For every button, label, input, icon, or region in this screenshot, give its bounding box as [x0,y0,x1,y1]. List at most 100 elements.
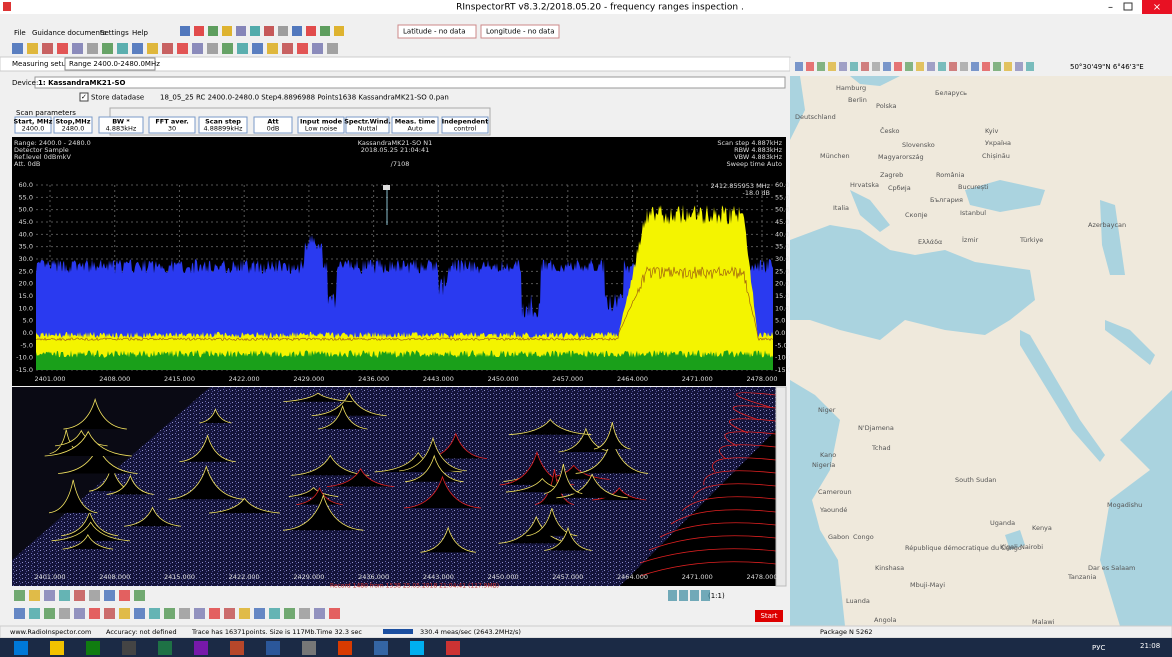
toolbar-icon[interactable] [267,43,278,54]
toolbar-icon[interactable] [132,43,143,54]
taskbar-icon[interactable] [302,641,316,655]
tool-icon[interactable] [269,608,280,619]
map-tool[interactable] [806,62,814,71]
toolbar-icon[interactable] [250,26,260,36]
scrollbar[interactable] [776,387,786,586]
taskbar-icon[interactable] [50,641,64,655]
tool-icon[interactable] [284,608,295,619]
map-tool[interactable] [817,62,825,71]
toolbar-icon[interactable] [312,43,323,54]
tool-icon[interactable] [119,608,130,619]
toolbar-icon[interactable] [297,43,308,54]
minimize[interactable]: – [1108,2,1113,13]
toolbar-icon[interactable] [282,43,293,54]
tool-icon[interactable] [194,608,205,619]
toolbar-icon[interactable] [194,26,204,36]
toolbar-icon[interactable] [162,43,173,54]
toolbar-icon[interactable] [42,43,53,54]
tool-icon[interactable] [314,608,325,619]
toolbar-icon[interactable] [177,43,188,54]
tool-icon[interactable] [224,608,235,619]
tool-icon[interactable] [239,608,250,619]
tool-icon[interactable] [104,590,115,601]
device-combo[interactable] [35,77,785,88]
taskbar-icon[interactable] [194,641,208,655]
toolbar-icon[interactable] [252,43,263,54]
tool-icon[interactable] [89,608,100,619]
tab[interactable]: Measuring setup [12,60,71,68]
map-tool[interactable] [982,62,990,71]
menu-item[interactable]: Settings [100,29,129,37]
toolbar-icon[interactable] [236,26,246,36]
taskbar-icon[interactable] [338,641,352,655]
tool-icon[interactable] [74,590,85,601]
menu-item[interactable]: File [14,29,26,37]
tab[interactable]: Range 2400.0-2480.0MHz [69,60,160,68]
toolbar-icon[interactable] [222,43,233,54]
toolbar-icon[interactable] [147,43,158,54]
taskbar-icon[interactable] [446,641,460,655]
toolbar-icon[interactable] [222,26,232,36]
map-tool[interactable] [883,62,891,71]
tool-icon[interactable] [29,590,40,601]
tool-icon[interactable] [164,608,175,619]
toolbar-icon[interactable] [278,26,288,36]
tool-icon[interactable] [299,608,310,619]
toolbar-icon[interactable] [180,26,190,36]
toolbar-icon[interactable] [237,43,248,54]
toolbar-icon[interactable] [334,26,344,36]
toolbar-icon[interactable] [306,26,316,36]
map-tool[interactable] [1026,62,1034,71]
taskbar-icon[interactable] [86,641,100,655]
taskbar-icon[interactable] [122,641,136,655]
map-tool[interactable] [861,62,869,71]
map-tool[interactable] [971,62,979,71]
toolbar-icon[interactable] [264,26,274,36]
menu-item[interactable]: Help [132,29,149,37]
tool-icon[interactable] [59,608,70,619]
tool-icon[interactable] [104,608,115,619]
play-icon[interactable] [679,590,688,601]
map-tool[interactable] [1004,62,1012,71]
toolbar-icon[interactable] [320,26,330,36]
tool-icon[interactable] [179,608,190,619]
toolbar-icon[interactable] [192,43,203,54]
tool-icon[interactable] [134,590,145,601]
map-tool[interactable] [828,62,836,71]
toolbar-icon[interactable] [12,43,23,54]
tool-icon[interactable] [329,608,340,619]
map-tool[interactable] [894,62,902,71]
map-tool[interactable] [1015,62,1023,71]
play-icon[interactable] [690,590,699,601]
tool-icon[interactable] [14,608,25,619]
tool-icon[interactable] [44,590,55,601]
toolbar-icon[interactable] [27,43,38,54]
map-tool[interactable] [916,62,924,71]
tool-icon[interactable] [14,590,25,601]
map-tool[interactable] [993,62,1001,71]
tool-icon[interactable] [209,608,220,619]
tool-icon[interactable] [59,590,70,601]
map-tool[interactable] [960,62,968,71]
toolbar-icon[interactable] [208,26,218,36]
toolbar-icon[interactable] [117,43,128,54]
taskbar-icon[interactable] [374,641,388,655]
toolbar-icon[interactable] [102,43,113,54]
map-tool[interactable] [905,62,913,71]
taskbar-icon[interactable] [230,641,244,655]
map-tool[interactable] [938,62,946,71]
taskbar-icon[interactable] [158,641,172,655]
tool-icon[interactable] [74,608,85,619]
menu-item[interactable]: Guidance documents [32,29,107,37]
tool-icon[interactable] [149,608,160,619]
tool-icon[interactable] [119,590,130,601]
tool-icon[interactable] [29,608,40,619]
map-tool[interactable] [949,62,957,71]
tool-icon[interactable] [134,608,145,619]
play-icon[interactable] [668,590,677,601]
play-icon[interactable] [701,590,710,601]
tool-icon[interactable] [254,608,265,619]
toolbar-icon[interactable] [207,43,218,54]
map-tool[interactable] [927,62,935,71]
map-tool[interactable] [872,62,880,71]
